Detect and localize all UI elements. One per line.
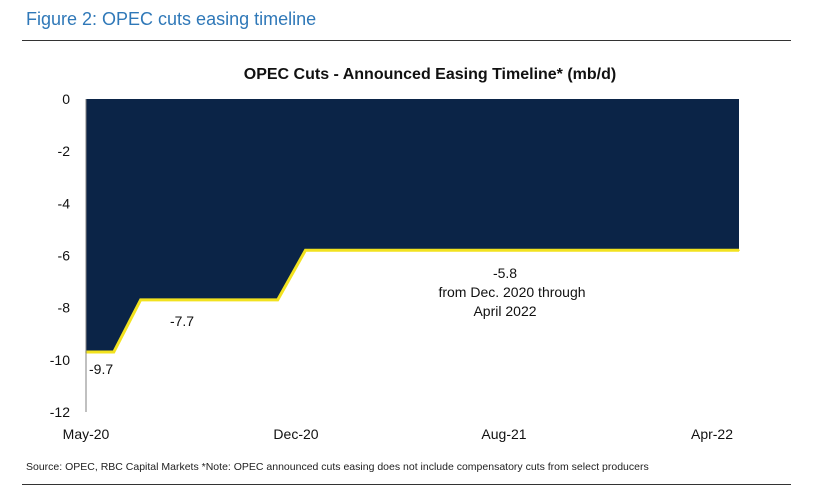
y-tick-label-3: -6	[58, 248, 71, 264]
y-tick-label-6: -12	[50, 404, 70, 420]
x-tick-label-0: May-20	[63, 426, 110, 442]
top-rule	[22, 40, 791, 41]
figure-title: Figure 2: OPEC cuts easing timeline	[26, 9, 317, 29]
data-point-5	[738, 249, 740, 252]
data-point-4	[304, 249, 307, 252]
annotation-4: April 2022	[473, 303, 536, 319]
x-tick-label-1: Dec-20	[273, 426, 318, 442]
source-note: Source: OPEC, RBC Capital Markets *Note:…	[26, 461, 649, 473]
chart-title: OPEC Cuts - Announced Easing Timeline* (…	[244, 66, 616, 83]
data-point-3	[276, 299, 279, 301]
data-point-2	[139, 299, 142, 301]
x-tick-label-3: Apr-22	[691, 426, 733, 442]
y-tick-label-4: -8	[58, 300, 71, 316]
data-point-1	[112, 351, 115, 353]
annotation-2: -5.8	[493, 265, 517, 281]
y-tick-label-0: 0	[62, 91, 70, 107]
bottom-rule	[22, 484, 791, 485]
y-tick-label-2: -4	[58, 195, 71, 211]
annotation-0: -9.7	[89, 361, 113, 377]
y-tick-label-1: -2	[58, 143, 71, 159]
x-tick-label-2: Aug-21	[481, 426, 526, 442]
annotation-1: -7.7	[170, 313, 194, 329]
annotation-layer: -9.7 -7.7 -5.8 from Dec. 2020 through April …	[89, 265, 586, 377]
y-tick-label-5: -10	[50, 352, 70, 368]
annotation-3: from Dec. 2020 through	[438, 284, 585, 300]
cuts-line	[86, 248, 739, 354]
area-layer	[85, 99, 740, 354]
ticks-layer: 0 -2 -4 -6 -8 -10 -12 May-20 Dec-20 Aug-21 Apr-22	[50, 91, 733, 442]
cuts-area	[86, 99, 739, 353]
